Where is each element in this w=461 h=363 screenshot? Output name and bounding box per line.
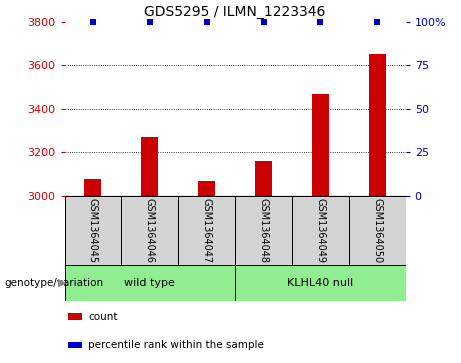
Text: percentile rank within the sample: percentile rank within the sample bbox=[89, 340, 264, 350]
Bar bbox=[65, 265, 235, 301]
Bar bbox=[292, 196, 349, 265]
Bar bbox=[312, 94, 329, 196]
Bar bbox=[65, 196, 121, 265]
Bar bbox=[198, 181, 215, 196]
Text: GSM1364047: GSM1364047 bbox=[201, 198, 212, 263]
Bar bbox=[121, 196, 178, 265]
Bar bbox=[178, 196, 235, 265]
Bar bbox=[68, 313, 82, 320]
Text: GSM1364050: GSM1364050 bbox=[372, 198, 382, 263]
Text: GSM1364049: GSM1364049 bbox=[315, 198, 325, 263]
Bar bbox=[68, 342, 82, 348]
Text: count: count bbox=[89, 311, 118, 322]
Bar bbox=[349, 196, 406, 265]
Text: genotype/variation: genotype/variation bbox=[5, 278, 104, 288]
Text: wild type: wild type bbox=[124, 278, 175, 288]
Bar bbox=[84, 179, 101, 196]
Bar bbox=[235, 265, 406, 301]
Text: ▶: ▶ bbox=[58, 278, 66, 288]
Title: GDS5295 / ILMN_1223346: GDS5295 / ILMN_1223346 bbox=[144, 5, 326, 19]
Bar bbox=[255, 161, 272, 196]
Bar bbox=[142, 137, 159, 196]
Bar bbox=[235, 196, 292, 265]
Text: GSM1364045: GSM1364045 bbox=[88, 198, 98, 263]
Text: GSM1364046: GSM1364046 bbox=[145, 198, 155, 263]
Text: KLHL40 null: KLHL40 null bbox=[287, 278, 354, 288]
Bar bbox=[369, 54, 386, 196]
Text: GSM1364048: GSM1364048 bbox=[259, 198, 269, 263]
